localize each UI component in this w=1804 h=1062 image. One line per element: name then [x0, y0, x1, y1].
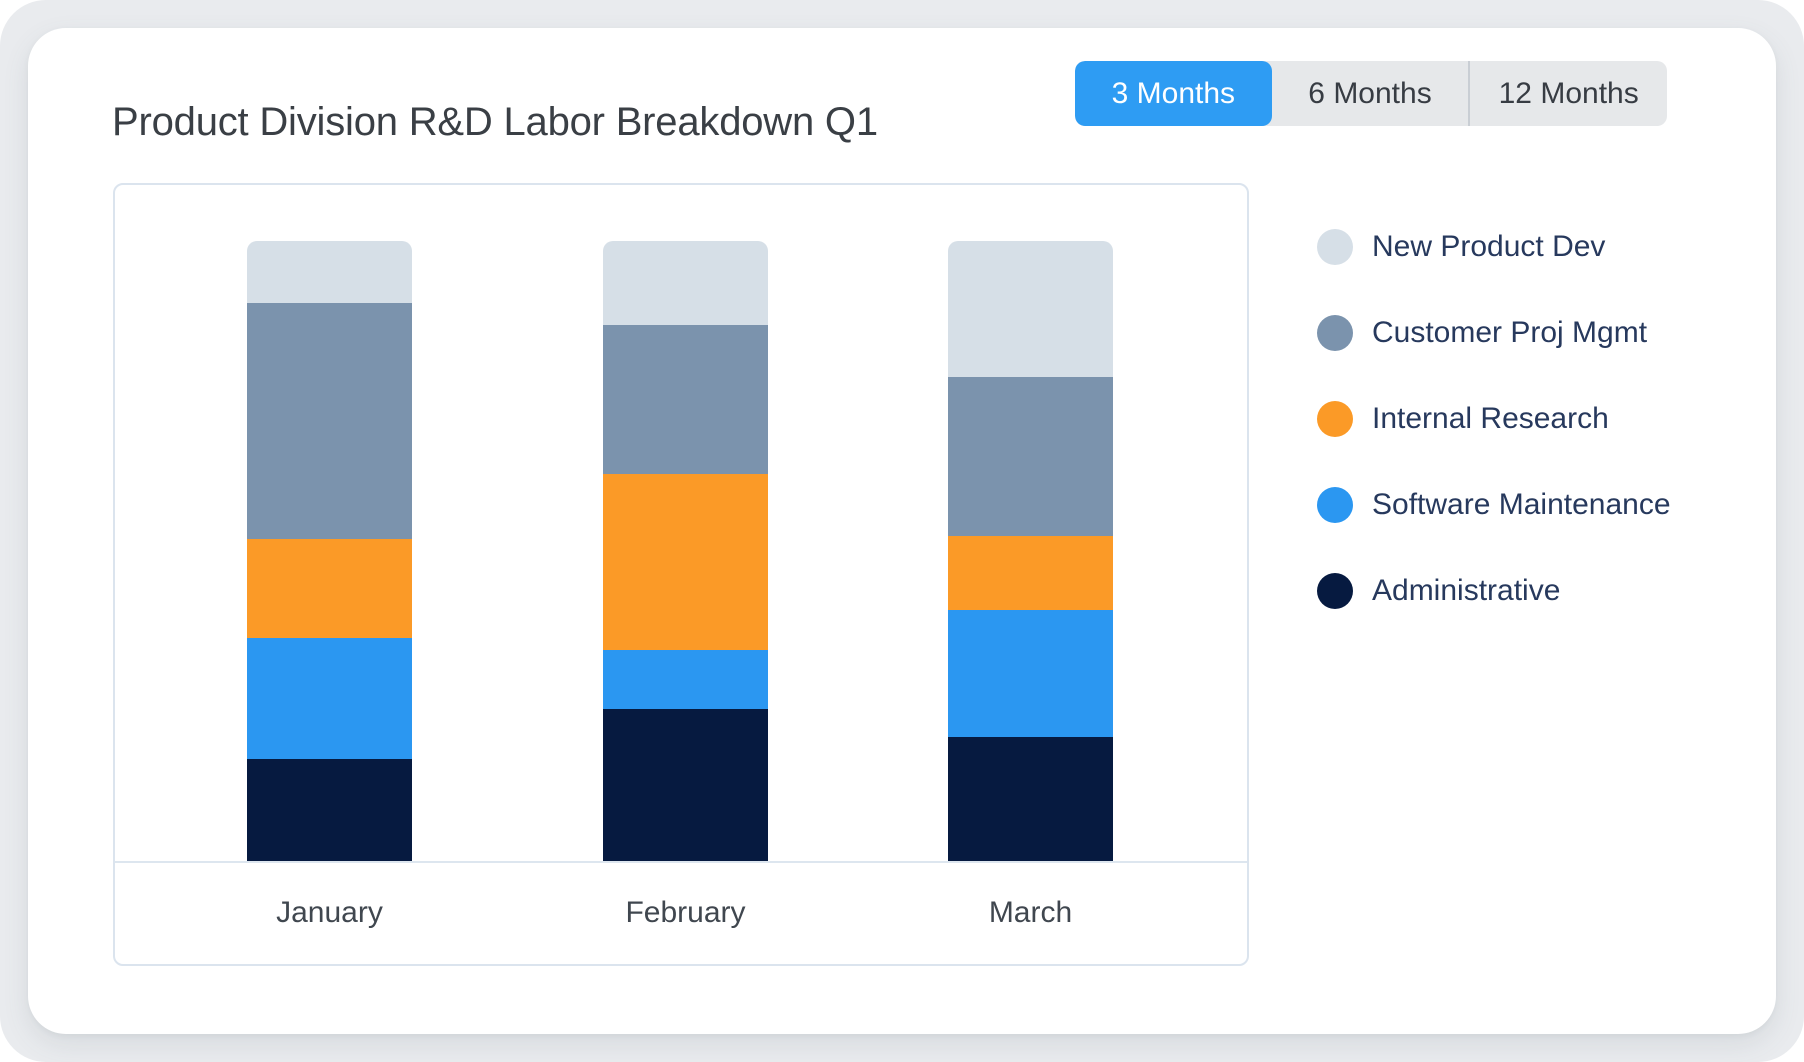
x-axis-line: [115, 861, 1247, 863]
bar-segment-internal-research: [603, 473, 768, 651]
x-axis-label-january: January: [276, 896, 383, 929]
bar-segment-administrative: [247, 758, 412, 861]
legend-swatch-icon: [1317, 401, 1353, 437]
tab-12-months[interactable]: 12 Months: [1468, 61, 1667, 126]
legend-item-customer-proj-mgmt: Customer Proj Mgmt: [1317, 315, 1671, 351]
legend-item-administrative: Administrative: [1317, 573, 1671, 609]
legend-label: Administrative: [1372, 574, 1561, 607]
bar-segment-software-maintenance: [603, 650, 768, 710]
legend-label: Software Maintenance: [1372, 488, 1671, 521]
bar-segment-internal-research: [948, 535, 1113, 610]
legend-item-internal-research: Internal Research: [1317, 401, 1671, 437]
bar-segment-administrative: [603, 709, 768, 861]
legend-swatch-icon: [1317, 573, 1353, 609]
bar-segment-internal-research: [247, 538, 412, 638]
legend-swatch-icon: [1317, 229, 1353, 265]
bar-segment-customer-proj-mgmt: [247, 303, 412, 539]
x-axis-label-march: March: [988, 896, 1073, 929]
legend-label: Customer Proj Mgmt: [1372, 316, 1648, 349]
legend-swatch-icon: [1317, 315, 1353, 351]
legend-item-new-product-dev: New Product Dev: [1317, 229, 1671, 265]
chart-legend: New Product Dev Customer Proj Mgmt Interna…: [1317, 229, 1671, 659]
time-range-tabs: 3 Months 6 Months 12 Months: [1075, 61, 1667, 126]
tab-3-months[interactable]: 3 Months: [1075, 61, 1272, 126]
bar-segment-administrative: [948, 737, 1113, 861]
tab-6-months[interactable]: 6 Months: [1272, 61, 1469, 126]
dashboard-card: Product Division R&D Labor Breakdown Q1 …: [28, 28, 1776, 1034]
legend-label: Internal Research: [1372, 402, 1609, 435]
bar-segment-software-maintenance: [948, 609, 1113, 737]
bar-march: [948, 241, 1113, 861]
bar-segment-customer-proj-mgmt: [948, 377, 1113, 536]
bar-segment-new-product-dev: [247, 241, 412, 304]
bar-february: [603, 241, 768, 861]
page-title: Product Division R&D Labor Breakdown Q1: [112, 99, 878, 144]
bar-segment-customer-proj-mgmt: [603, 324, 768, 474]
legend-label: New Product Dev: [1372, 230, 1606, 263]
bar-january: [247, 241, 412, 861]
bar-segment-software-maintenance: [247, 637, 412, 759]
bar-segment-new-product-dev: [603, 241, 768, 325]
legend-swatch-icon: [1317, 487, 1353, 523]
chart-panel: January February March: [113, 183, 1249, 966]
bar-segment-new-product-dev: [948, 241, 1113, 378]
legend-item-software-maintenance: Software Maintenance: [1317, 487, 1671, 523]
x-axis-label-february: February: [625, 896, 746, 929]
